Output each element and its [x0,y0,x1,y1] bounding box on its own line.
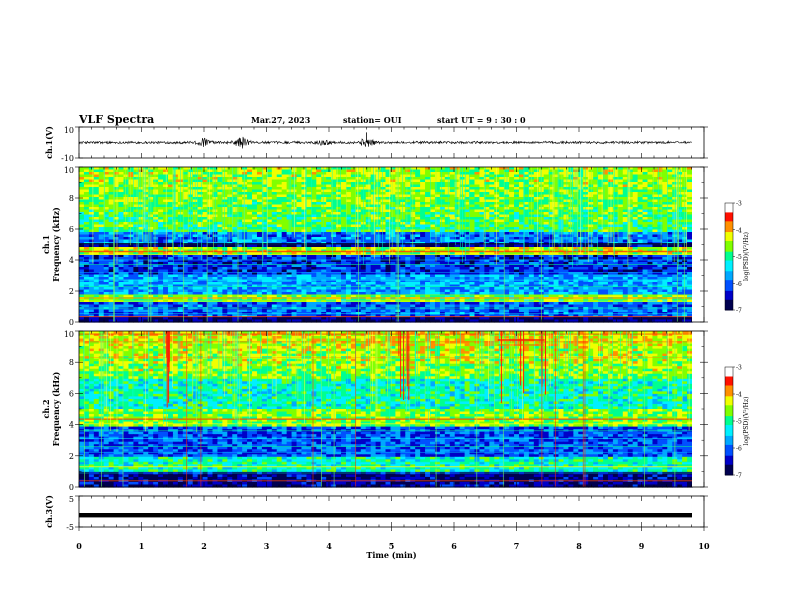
ch1-spec-colorbar-tick: -4 [736,227,742,234]
ch1-spec-tone-lines [79,242,692,318]
ch1-spec-ytick-label: 10 [64,166,74,175]
time-tick-label: 2 [201,541,207,551]
ch1-spec-colorbar-label: log(PSD)(V²/Hz) [743,232,750,281]
ch1-spec-colorbar-tick: -7 [736,308,742,315]
ch3-xticks [78,496,705,531]
figure-title: VLF Spectra [79,113,155,126]
ch2-spec-sferics [83,331,690,487]
ch2-spec-yticks [75,330,708,488]
time-tick-label: 10 [698,541,710,551]
ch2-spec-ytick-label: 4 [69,421,74,430]
time-tick-label: 4 [326,541,332,551]
ch1-spec-ylabel: Frequency (kHz) [51,207,61,282]
ch1-spec-ytick-label: 6 [69,225,74,234]
station-label: station= OUI [343,115,402,125]
ch2-spec-blank-end [692,331,704,487]
ch1-spec-blank-end [692,167,704,322]
ch1-spec-ytick-label: 4 [69,256,74,265]
ch1-ytick-label: -10 [61,154,74,163]
ch2-spec-colorbar [725,367,733,476]
ch2-spec-colorbar-label: log(PSD)(V²/Hz) [743,397,750,446]
ch3-ytick-label: 5 [69,495,74,504]
ch2-spec-colorbar-tick: -7 [736,473,742,480]
ch2-spec-bursts [166,331,546,408]
ch2-spec-ytick-label: 6 [69,389,74,398]
ch2-spec-ylabel: ch.2 [41,399,51,418]
time-tick-label: 9 [639,541,645,551]
date-label: Mar.27, 2023 [251,115,311,125]
ch3-yticks [75,495,708,528]
ch1-spec-image [79,167,693,323]
ch2-spec-colorbar-tick: -5 [736,419,742,426]
ch3-ytick-label: -5 [66,523,74,532]
ch2-spec-ytick-label: 0 [69,483,74,492]
time-tick-label: 6 [451,541,457,551]
ch2-spec-xticks [78,331,705,487]
ch2-spec-ytick-label: 2 [69,452,74,461]
time-tick-label: 0 [76,541,82,551]
time-tick-label: 1 [139,541,145,551]
ch1-spec-yticks [75,166,708,323]
ch1-spec-sferics [92,167,687,322]
ch2-spec-ytick-label: 8 [69,358,74,367]
time-tick-label: 3 [264,541,270,551]
ch1-spec-colorbar-tick: -5 [736,254,742,261]
ch1-yticks [75,126,708,159]
time-axis-label: Time (min) [366,550,416,560]
time-tick-label: 5 [389,541,395,551]
ch1-spec-colorbar-tick: -6 [736,281,742,288]
time-tick-label: 7 [514,541,520,551]
time-tick-label: 8 [576,541,582,551]
ch1-spec-ytick-label: 0 [69,318,74,327]
ch2-spec-colorbar-tick: -6 [736,446,742,453]
ch3-trace [79,513,692,518]
ch1-spec-xticks [78,167,705,322]
ch2-spec-colorbar-tick: -3 [736,365,742,372]
ch1-spec-colorbar-tick: -3 [736,201,742,208]
ch2-spec-colorbar-tick: -4 [736,392,742,399]
ch1-spec-ylabel: ch.1 [41,235,51,254]
ch1-spec-colorbar [725,203,733,311]
ch2-spec-ytick-label: 10 [64,330,74,339]
ch1-spec-ytick-label: 8 [69,194,74,203]
ch2-spec-ylabel: Frequency (kHz) [51,371,61,446]
ch1-trace [78,136,692,149]
ch1-xticks [78,127,705,158]
ch1-ylabel: ch.1(V) [44,126,54,159]
ch3-ylabel: ch.3(V) [44,495,54,528]
ch1-ytick-label: 10 [64,126,74,135]
ch1-spec-ytick-label: 2 [69,287,74,296]
ch2-spec-image [79,331,693,488]
start-time-label: start UT = 9 : 30 : 0 [437,115,526,125]
